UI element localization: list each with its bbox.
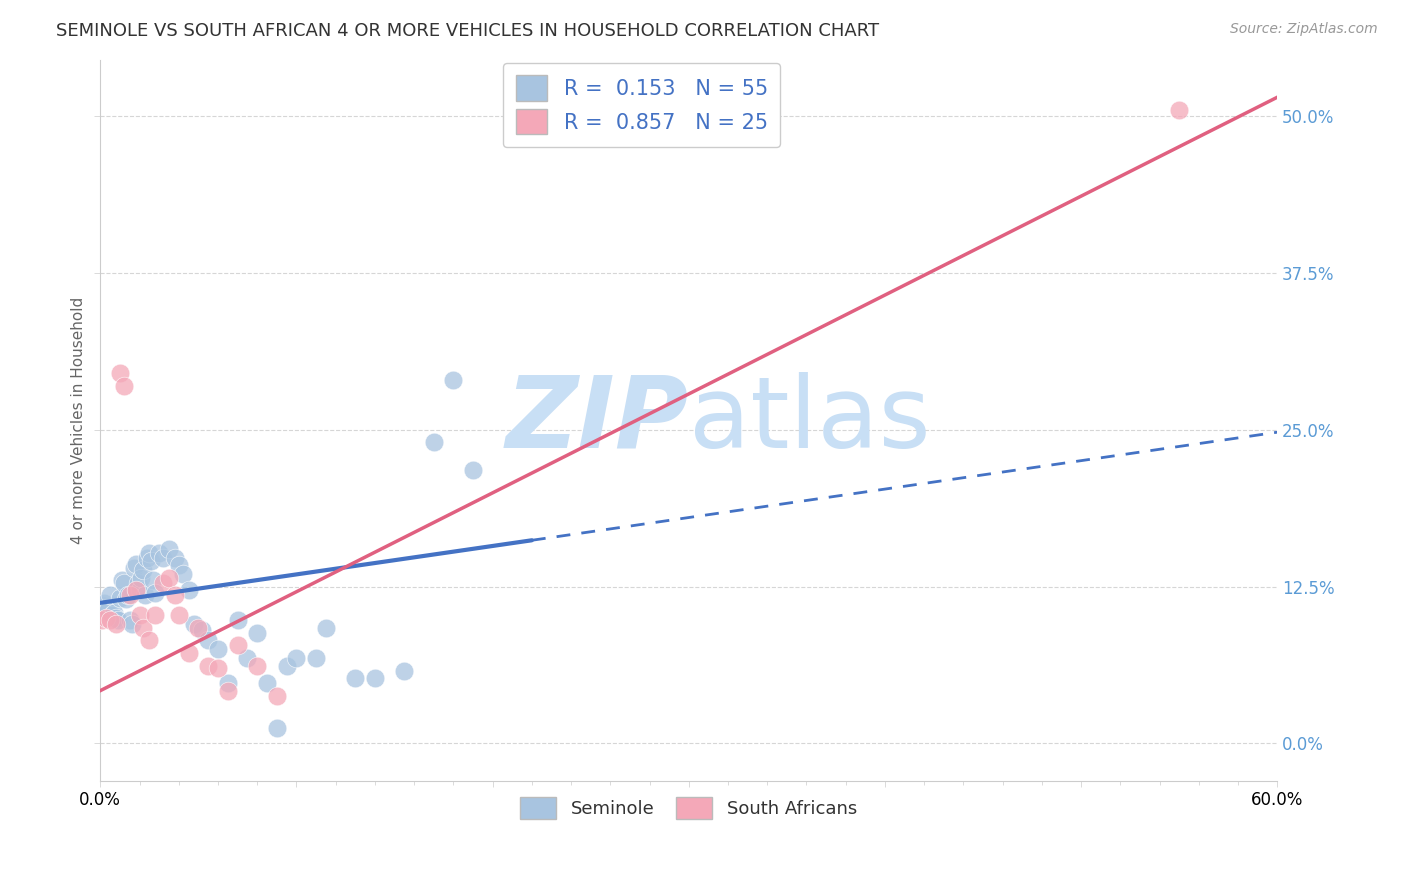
Point	[246, 658, 269, 673]
Point	[101, 608, 124, 623]
Point	[122, 560, 145, 574]
Point	[1168, 103, 1191, 117]
Point	[183, 617, 205, 632]
Point	[226, 614, 249, 628]
Point	[207, 661, 229, 675]
Point	[107, 614, 129, 628]
Point	[91, 614, 114, 628]
Point	[197, 658, 219, 673]
Point	[157, 571, 180, 585]
Point	[118, 614, 141, 628]
Point	[93, 596, 115, 610]
Point	[157, 541, 180, 556]
Point	[111, 574, 134, 588]
Point	[163, 588, 186, 602]
Point	[256, 676, 278, 690]
Point	[97, 603, 120, 617]
Text: ZIP: ZIP	[506, 372, 689, 469]
Point	[364, 671, 387, 685]
Point	[141, 554, 163, 568]
Point	[177, 583, 200, 598]
Text: SEMINOLE VS SOUTH AFRICAN 4 OR MORE VEHICLES IN HOUSEHOLD CORRELATION CHART: SEMINOLE VS SOUTH AFRICAN 4 OR MORE VEHI…	[56, 22, 879, 40]
Point	[276, 658, 298, 673]
Point	[148, 546, 170, 560]
Point	[394, 664, 416, 678]
Point	[127, 575, 149, 590]
Point	[167, 558, 190, 573]
Point	[132, 621, 155, 635]
Point	[128, 583, 150, 598]
Point	[112, 379, 135, 393]
Text: Source: ZipAtlas.com: Source: ZipAtlas.com	[1230, 22, 1378, 37]
Point	[121, 617, 143, 632]
Text: atlas: atlas	[689, 372, 931, 469]
Point	[117, 588, 139, 602]
Point	[266, 721, 288, 735]
Point	[114, 592, 136, 607]
Point	[138, 633, 160, 648]
Point	[172, 566, 194, 581]
Point	[132, 563, 155, 577]
Point	[197, 633, 219, 648]
Point	[441, 372, 464, 386]
Point	[108, 591, 131, 605]
Point	[191, 624, 214, 638]
Point	[246, 626, 269, 640]
Point	[217, 683, 239, 698]
Point	[124, 557, 146, 571]
Point	[112, 575, 135, 590]
Point	[163, 550, 186, 565]
Point	[285, 651, 308, 665]
Point	[98, 614, 121, 628]
Point	[143, 608, 166, 623]
Point	[461, 463, 484, 477]
Legend: Seminole, South Africans: Seminole, South Africans	[513, 789, 865, 826]
Point	[131, 571, 153, 585]
Point	[103, 606, 125, 620]
Point	[128, 608, 150, 623]
Point	[187, 621, 209, 635]
Point	[108, 366, 131, 380]
Point	[177, 646, 200, 660]
Point	[104, 617, 127, 632]
Point	[94, 600, 117, 615]
Point	[152, 550, 174, 565]
Point	[91, 599, 114, 613]
Point	[167, 608, 190, 623]
Point	[104, 611, 127, 625]
Point	[315, 621, 337, 635]
Point	[98, 588, 121, 602]
Point	[138, 546, 160, 560]
Y-axis label: 4 or more Vehicles in Household: 4 or more Vehicles in Household	[72, 297, 86, 544]
Point	[94, 611, 117, 625]
Point	[118, 588, 141, 602]
Point	[134, 588, 156, 602]
Point	[124, 583, 146, 598]
Point	[344, 671, 367, 685]
Point	[305, 651, 328, 665]
Point	[423, 435, 446, 450]
Point	[142, 574, 165, 588]
Point	[226, 639, 249, 653]
Point	[266, 689, 288, 703]
Point	[143, 586, 166, 600]
Point	[136, 550, 159, 565]
Point	[236, 651, 259, 665]
Point	[207, 642, 229, 657]
Point	[217, 676, 239, 690]
Point	[152, 575, 174, 590]
